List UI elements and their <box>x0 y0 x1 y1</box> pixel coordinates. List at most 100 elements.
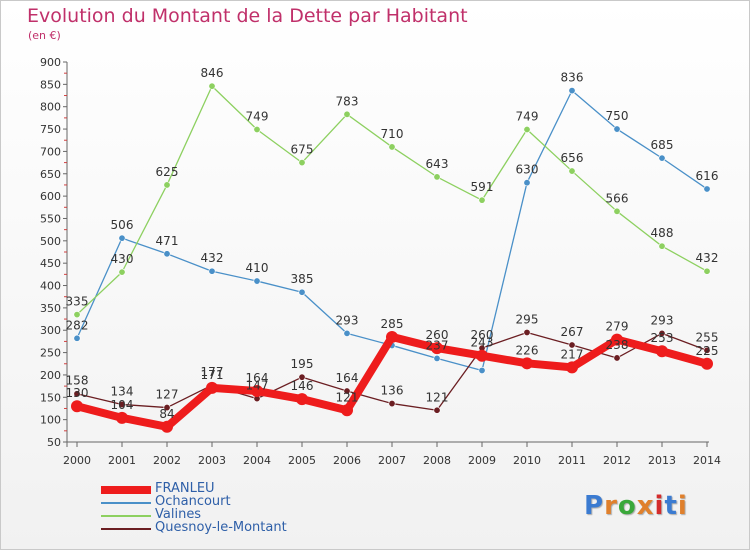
y-tick-label: 900 <box>40 56 61 69</box>
data-point-ochancourt <box>298 288 306 296</box>
x-tick-label: 2006 <box>333 454 361 467</box>
data-label-franleu: 243 <box>471 336 494 350</box>
x-tick-label: 2010 <box>513 454 541 467</box>
x-tick-label: 2004 <box>243 454 271 467</box>
data-point-quesnoy-le-montant <box>613 354 621 362</box>
data-point-ochancourt <box>208 267 216 275</box>
data-point-valines <box>478 196 486 204</box>
data-point-valines <box>703 267 711 275</box>
data-point-ochancourt <box>658 154 666 162</box>
data-label-quesnoy-le-montant: 195 <box>291 357 314 371</box>
data-label-valines: 783 <box>336 94 359 108</box>
data-label-valines: 335 <box>66 295 89 309</box>
legend-label: Ochancourt <box>155 494 231 509</box>
data-point-ochancourt <box>523 179 531 187</box>
data-point-valines <box>343 110 351 118</box>
data-label-quesnoy-le-montant: 255 <box>696 330 719 344</box>
x-tick-label: 2011 <box>558 454 586 467</box>
data-label-valines: 710 <box>381 127 404 141</box>
data-label-franleu: 260 <box>426 328 449 342</box>
data-point-franleu <box>611 333 623 346</box>
data-point-franleu <box>701 357 713 370</box>
data-label-valines: 656 <box>561 151 584 165</box>
data-label-franleu: 121 <box>336 390 359 404</box>
data-label-quesnoy-le-montant: 177 <box>201 365 224 379</box>
data-label-quesnoy-le-montant: 293 <box>651 313 674 327</box>
data-point-quesnoy-le-montant <box>343 387 351 395</box>
x-tick-label: 2013 <box>648 454 676 467</box>
data-point-ochancourt <box>253 277 261 285</box>
data-point-valines <box>388 143 396 151</box>
y-tick-label: 200 <box>40 369 61 382</box>
legend-label: Quesnoy-le-Montant <box>155 520 287 535</box>
data-label-valines: 488 <box>651 226 674 240</box>
data-point-franleu <box>476 349 488 362</box>
data-point-valines <box>658 242 666 250</box>
data-point-ochancourt <box>613 125 621 133</box>
data-label-quesnoy-le-montant: 127 <box>156 388 179 402</box>
data-point-valines <box>118 268 126 276</box>
logo-letter: r <box>604 491 618 521</box>
y-tick-label: 550 <box>40 212 61 225</box>
y-tick-label: 400 <box>40 280 61 293</box>
legend-item-valines: Valines <box>101 507 361 522</box>
data-label-ochancourt: 237 <box>426 338 449 352</box>
data-point-valines <box>73 311 81 319</box>
data-label-valines: 566 <box>606 191 629 205</box>
x-tick-label: 2000 <box>63 454 91 467</box>
y-tick-label: 50 <box>47 436 61 449</box>
data-point-valines <box>433 173 441 181</box>
data-point-ochancourt <box>568 87 576 95</box>
data-point-quesnoy-le-montant <box>118 400 126 408</box>
data-label-quesnoy-le-montant: 121 <box>426 390 449 404</box>
y-tick-label: 650 <box>40 168 61 181</box>
data-label-quesnoy-le-montant: 164 <box>336 371 359 385</box>
data-point-ochancourt <box>433 354 441 362</box>
y-tick-label: 450 <box>40 257 61 270</box>
data-point-franleu <box>116 411 128 424</box>
data-point-ochancourt <box>703 185 711 193</box>
logo-letter: i <box>654 491 665 521</box>
data-point-franleu <box>161 420 173 433</box>
data-label-ochancourt: 750 <box>606 109 629 123</box>
data-point-franleu <box>251 385 263 398</box>
data-label-quesnoy-le-montant: 295 <box>516 312 539 326</box>
data-label-ochancourt: 432 <box>201 251 224 265</box>
data-label-ochancourt: 836 <box>561 71 584 85</box>
x-tick-label: 2012 <box>603 454 631 467</box>
data-label-franleu: 130 <box>66 386 89 400</box>
data-label-valines: 430 <box>111 252 134 266</box>
x-tick-label: 2009 <box>468 454 496 467</box>
y-tick-label: 100 <box>40 414 61 427</box>
data-label-ochancourt: 410 <box>246 261 269 275</box>
data-label-ochancourt: 506 <box>111 218 134 232</box>
data-point-franleu <box>521 357 533 370</box>
data-label-ochancourt: 685 <box>651 138 674 152</box>
data-point-franleu <box>296 393 308 406</box>
legend-item-quesnoy-le-montant: Quesnoy-le-Montant <box>101 520 361 535</box>
y-tick-label: 600 <box>40 190 61 203</box>
data-label-quesnoy-le-montant: 267 <box>561 325 584 339</box>
data-label-quesnoy-le-montant: 134 <box>111 384 134 398</box>
data-point-valines <box>613 207 621 215</box>
data-label-quesnoy-le-montant: 238 <box>606 338 629 352</box>
x-tick-label: 2007 <box>378 454 406 467</box>
data-label-franleu: 104 <box>111 398 134 412</box>
legend: FRANLEU Ochancourt Valines Quesnoy-le-Monta… <box>101 481 361 535</box>
logo-letter: t <box>664 491 678 521</box>
y-tick-label: 750 <box>40 123 61 136</box>
legend-swatch <box>101 502 151 504</box>
data-point-quesnoy-le-montant <box>73 390 81 398</box>
data-label-quesnoy-le-montant: 260 <box>471 328 494 342</box>
data-point-quesnoy-le-montant <box>703 346 711 354</box>
data-label-valines: 846 <box>201 66 224 80</box>
logo-letter: o <box>617 491 637 521</box>
data-label-ochancourt: 471 <box>156 234 179 248</box>
data-label-quesnoy-le-montant: 136 <box>381 384 404 398</box>
data-point-franleu <box>566 361 578 374</box>
data-label-valines: 643 <box>426 157 449 171</box>
legend-swatch <box>101 486 151 494</box>
data-label-ochancourt: 293 <box>336 313 359 327</box>
